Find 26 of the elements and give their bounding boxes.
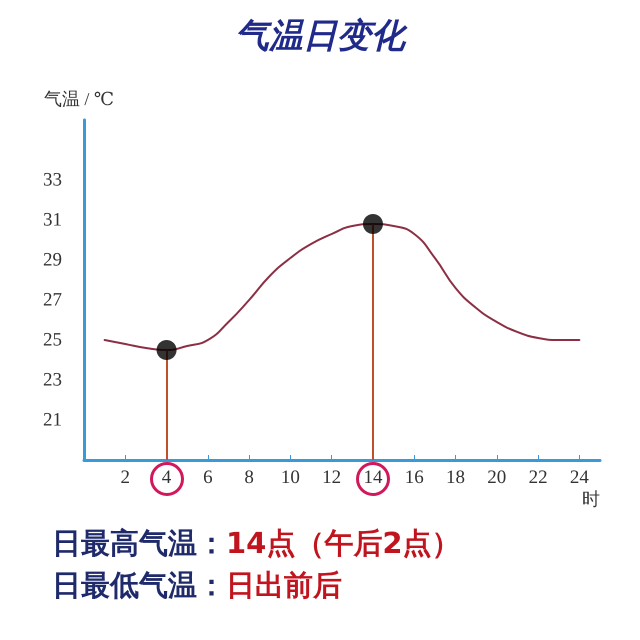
y-tick-label: 27 bbox=[43, 290, 62, 310]
y-tick-label: 25 bbox=[43, 330, 62, 350]
x-tick-label: 12 bbox=[322, 467, 342, 488]
x-tick-label: 10 bbox=[280, 467, 300, 488]
x-tick-label: 20 bbox=[487, 467, 506, 488]
x-tick-label: 22 bbox=[528, 467, 548, 488]
text: 日出前后 bbox=[226, 568, 342, 602]
y-axis-title: 气温 / ℃ bbox=[44, 89, 114, 109]
y-tick-label: 21 bbox=[43, 410, 62, 430]
x-tick-label: 8 bbox=[244, 467, 254, 488]
x-tick-label: 6 bbox=[203, 467, 213, 488]
x-tick-label: 4 bbox=[162, 467, 172, 488]
y-tick-label: 29 bbox=[43, 250, 62, 270]
x-tick-label: 14 bbox=[363, 467, 383, 488]
y-tick-label: 31 bbox=[43, 210, 62, 230]
x-tick-label: 24 bbox=[570, 467, 590, 488]
chart-title: 气温日变化 bbox=[235, 16, 408, 56]
text: 日最低气温： bbox=[52, 568, 226, 602]
x-tick-label: 2 bbox=[120, 467, 130, 488]
x-tick-label: 18 bbox=[446, 467, 466, 488]
y-tick-label: 23 bbox=[43, 370, 62, 390]
x-axis-title: 时 bbox=[582, 489, 600, 509]
y-tick-label: 33 bbox=[43, 170, 62, 190]
text: 日最高气温： bbox=[52, 526, 226, 560]
text: 14点（午后2点） bbox=[226, 526, 461, 560]
x-tick-label: 16 bbox=[404, 467, 424, 488]
